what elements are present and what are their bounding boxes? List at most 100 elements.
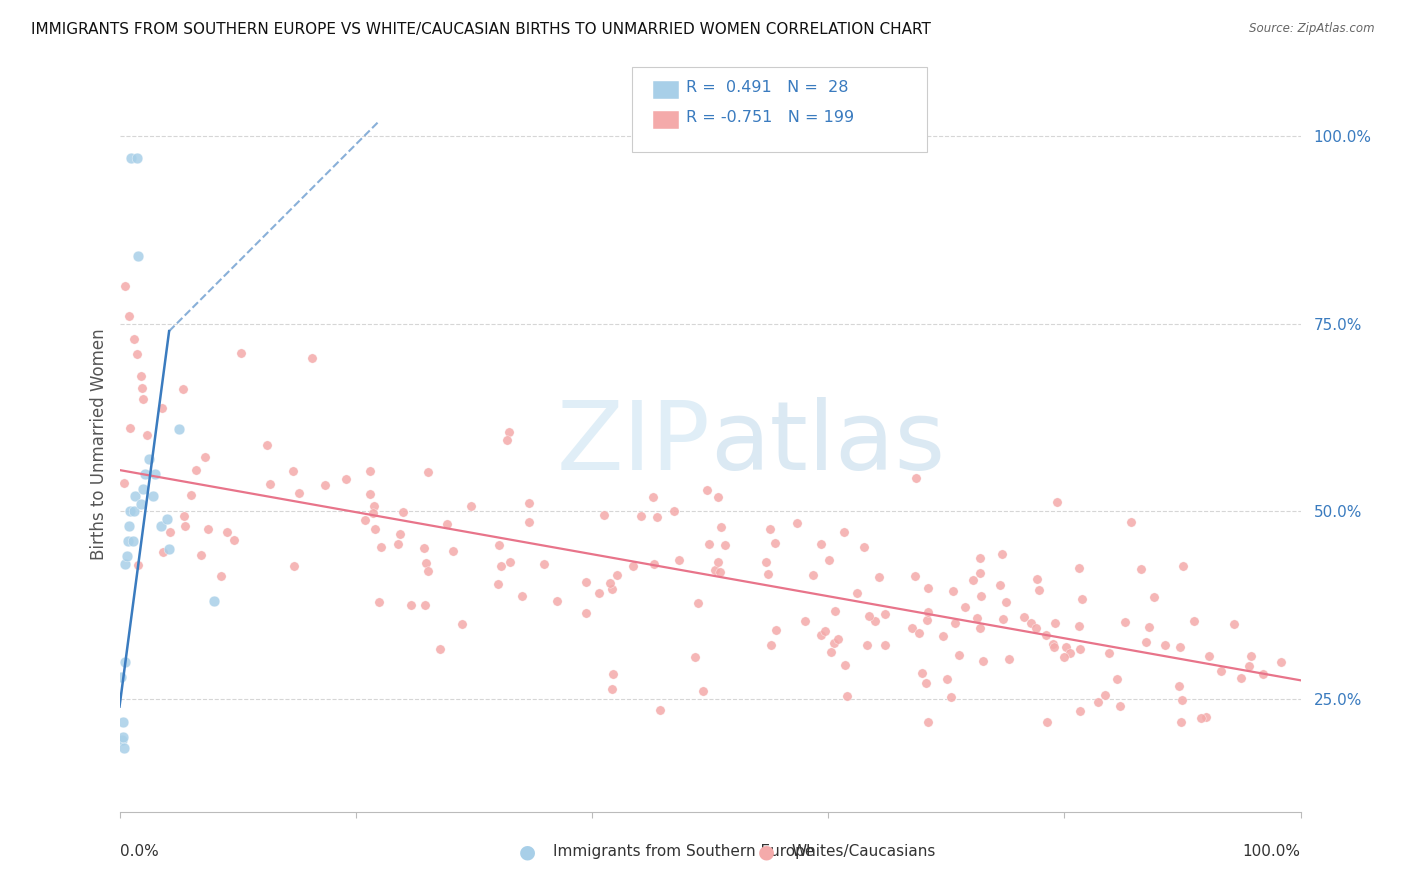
Point	[197, 522, 219, 536]
Point	[1170, 693, 1192, 707]
Point	[664, 503, 686, 517]
Point	[1270, 655, 1292, 669]
Point	[917, 606, 939, 620]
Point	[1114, 615, 1136, 629]
Point	[120, 421, 142, 435]
Point	[388, 527, 411, 541]
Point	[142, 489, 165, 503]
Point	[124, 489, 146, 503]
Point	[904, 471, 927, 485]
Point	[697, 537, 720, 551]
Point	[1168, 640, 1191, 654]
Point	[132, 482, 155, 496]
Point	[692, 684, 714, 698]
Point	[122, 504, 145, 518]
Point	[157, 541, 180, 556]
Point	[131, 380, 153, 394]
Point	[363, 506, 385, 520]
Point	[1135, 635, 1157, 649]
Point	[202, 594, 225, 608]
Point	[129, 369, 152, 384]
Point	[948, 648, 970, 662]
Point	[914, 676, 936, 690]
Point	[1070, 591, 1092, 606]
Point	[814, 624, 837, 639]
Point	[190, 548, 212, 562]
Point	[758, 523, 780, 537]
Point	[758, 567, 780, 582]
Point	[1198, 649, 1220, 664]
Point	[1087, 695, 1109, 709]
Point	[645, 509, 668, 524]
Text: Immigrants from Southern Europe: Immigrants from Southern Europe	[553, 845, 814, 859]
Point	[1043, 616, 1066, 631]
Point	[991, 612, 1014, 626]
Text: R = -0.751   N = 199: R = -0.751 N = 199	[686, 111, 853, 125]
Point	[111, 733, 134, 747]
Point	[121, 534, 143, 549]
Point	[834, 657, 856, 672]
Point	[436, 517, 458, 532]
Point	[114, 655, 136, 669]
Point	[794, 615, 817, 629]
Point	[863, 614, 886, 628]
Text: atlas: atlas	[710, 397, 945, 491]
Point	[835, 690, 858, 704]
Point	[496, 433, 519, 447]
Point	[706, 555, 728, 569]
Text: ●: ●	[758, 842, 775, 862]
Point	[832, 525, 855, 540]
Point	[1046, 495, 1069, 509]
Point	[180, 488, 202, 502]
Point	[134, 467, 156, 481]
Point	[1170, 714, 1192, 729]
Point	[931, 629, 953, 643]
Point	[1067, 619, 1090, 633]
Point	[1119, 515, 1142, 529]
Point	[942, 583, 965, 598]
Point	[120, 152, 142, 166]
Point	[441, 543, 464, 558]
Point	[1167, 679, 1189, 693]
Point	[827, 632, 849, 646]
Point	[688, 596, 710, 610]
Point	[1025, 572, 1047, 586]
Point	[387, 537, 409, 551]
Point	[132, 392, 155, 406]
Point	[969, 566, 991, 580]
Point	[533, 557, 555, 571]
Point	[112, 740, 135, 755]
Point	[855, 638, 877, 652]
Point	[901, 621, 924, 635]
Point	[172, 382, 194, 396]
Point	[904, 569, 927, 583]
Point	[801, 567, 824, 582]
Point	[1069, 641, 1091, 656]
Point	[1035, 628, 1057, 642]
Point	[650, 703, 672, 717]
Point	[599, 575, 621, 590]
Point	[873, 638, 896, 652]
Point	[363, 500, 385, 514]
Point	[150, 401, 173, 416]
Point	[486, 577, 509, 591]
Point	[167, 422, 190, 436]
Point	[1154, 639, 1177, 653]
Point	[1237, 659, 1260, 673]
Point	[460, 499, 482, 513]
Point	[152, 545, 174, 559]
Point	[1143, 591, 1166, 605]
Point	[359, 487, 381, 501]
Point	[194, 450, 217, 464]
Text: R =  0.491   N =  28: R = 0.491 N = 28	[686, 80, 848, 95]
Point	[1189, 711, 1212, 725]
Point	[1240, 649, 1263, 664]
Point	[703, 563, 725, 577]
Point	[1019, 615, 1042, 630]
Y-axis label: Births to Unmarried Women: Births to Unmarried Women	[90, 328, 108, 559]
Point	[370, 540, 392, 554]
Point	[643, 558, 665, 572]
Point	[1182, 614, 1205, 628]
Point	[962, 573, 984, 587]
Point	[991, 547, 1014, 561]
